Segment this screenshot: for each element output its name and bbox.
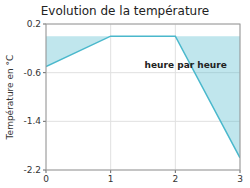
x-tick-label: 3 <box>237 174 243 184</box>
title: Evolution de la température <box>41 4 210 18</box>
x-grid-line <box>110 24 111 170</box>
plot-background <box>46 24 240 170</box>
chart-svg: 0.2 -0.6 -1.4 -2.20 1 2 3 Evolution de la tempé… <box>0 0 250 188</box>
x-grid-line <box>175 24 176 170</box>
axes: 0.2 -0.6 -1.4 -2.20 1 2 3 <box>23 19 242 184</box>
x-tick-label: 2 <box>172 174 178 184</box>
x-axis-label: heure par heure <box>145 60 227 70</box>
area-line <box>46 36 240 158</box>
y-tick-label: -0.6 <box>23 68 41 78</box>
y-tick-label: -1.4 <box>23 116 41 126</box>
y-axis-label: Température en °C <box>5 55 15 141</box>
y-tick-label: 0.2 <box>27 19 41 29</box>
x-tick-label: 0 <box>43 174 49 184</box>
grid <box>46 24 240 170</box>
x-tick-label: 1 <box>108 174 114 184</box>
y-tick-label: -2.2 <box>23 165 41 175</box>
marks <box>46 36 240 158</box>
plot-frame <box>46 24 240 170</box>
chart-container: 0.2 -0.6 -1.4 -2.20 1 2 3 Evolution de la tempé… <box>0 0 250 188</box>
area-fill <box>46 36 240 158</box>
y-grid-line <box>46 121 240 122</box>
